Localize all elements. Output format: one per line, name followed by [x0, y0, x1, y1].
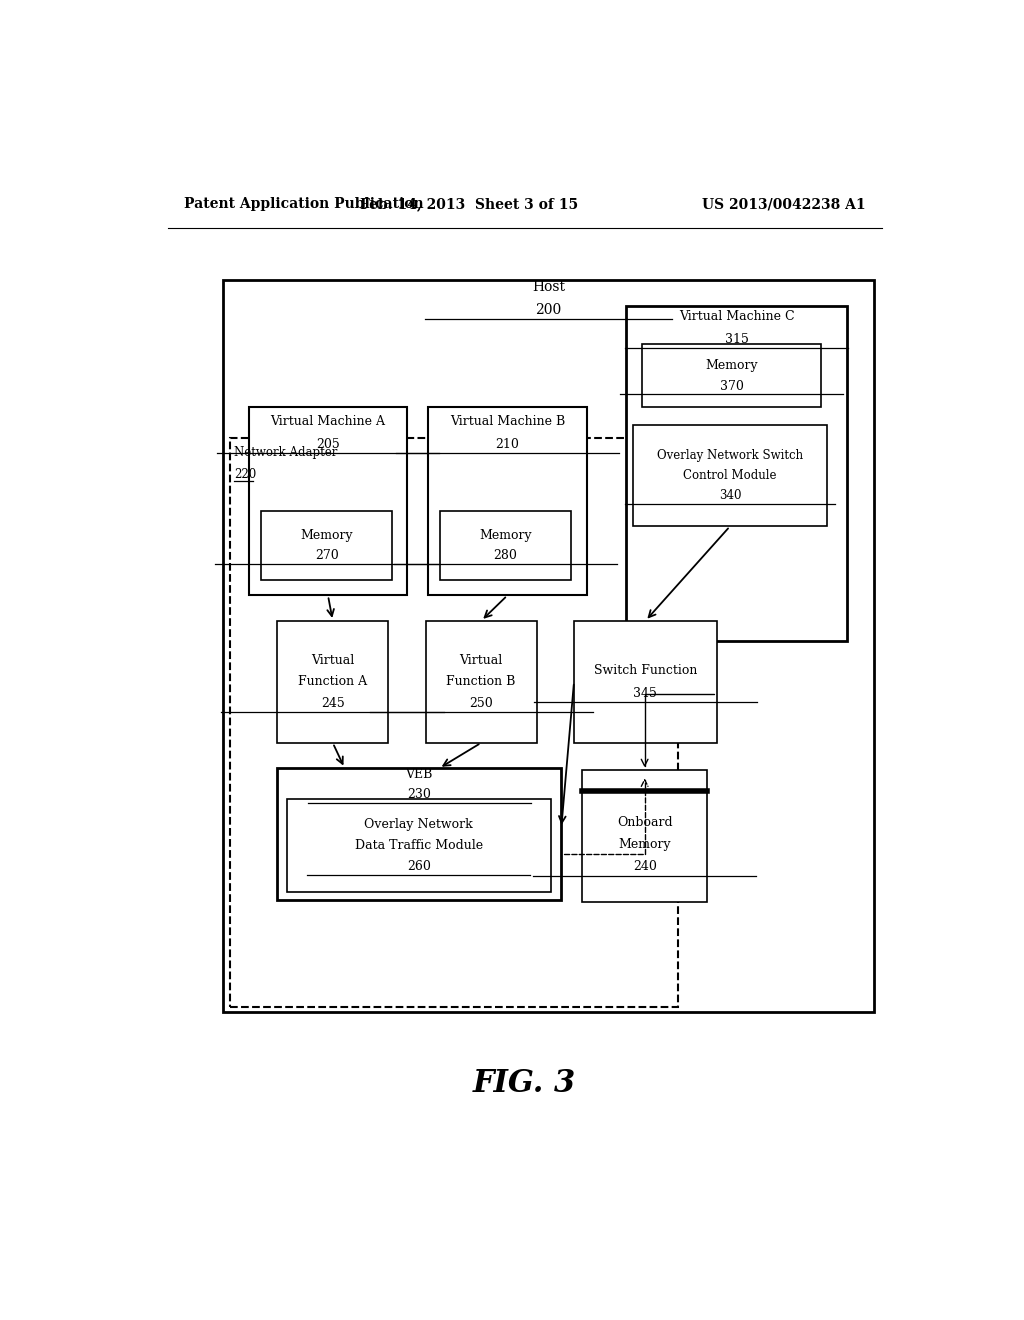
Text: Overlay Network: Overlay Network — [365, 817, 473, 830]
Text: 280: 280 — [494, 549, 517, 562]
FancyBboxPatch shape — [287, 799, 551, 892]
Text: Patent Application Publication: Patent Application Publication — [183, 197, 423, 211]
Text: FIG. 3: FIG. 3 — [473, 1068, 577, 1098]
FancyBboxPatch shape — [223, 280, 873, 1012]
Text: 220: 220 — [234, 469, 257, 482]
Text: 200: 200 — [536, 302, 562, 317]
FancyBboxPatch shape — [440, 511, 570, 581]
Text: Virtual: Virtual — [460, 653, 503, 667]
Text: 210: 210 — [496, 437, 519, 450]
Text: Network Adapter: Network Adapter — [234, 446, 338, 459]
FancyBboxPatch shape — [426, 620, 537, 743]
Text: 260: 260 — [407, 861, 431, 874]
FancyBboxPatch shape — [249, 408, 408, 595]
Text: Overlay Network Switch: Overlay Network Switch — [656, 449, 803, 462]
FancyBboxPatch shape — [278, 620, 388, 743]
FancyBboxPatch shape — [261, 511, 392, 581]
Text: Host: Host — [532, 280, 565, 294]
Text: Memory: Memory — [479, 529, 531, 543]
Text: 250: 250 — [469, 697, 493, 710]
Text: US 2013/0042238 A1: US 2013/0042238 A1 — [702, 197, 866, 211]
Text: 240: 240 — [633, 861, 656, 874]
Text: 340: 340 — [719, 490, 741, 503]
FancyBboxPatch shape — [229, 438, 678, 1007]
Text: 205: 205 — [316, 437, 340, 450]
Text: Virtual Machine C: Virtual Machine C — [679, 310, 795, 323]
Text: Control Module: Control Module — [683, 469, 776, 482]
Text: Switch Function: Switch Function — [594, 664, 697, 677]
Text: 270: 270 — [315, 549, 339, 562]
Text: 230: 230 — [408, 788, 431, 801]
Text: 370: 370 — [720, 380, 743, 392]
Text: Virtual: Virtual — [311, 653, 354, 667]
FancyBboxPatch shape — [278, 768, 561, 900]
Text: Virtual Machine B: Virtual Machine B — [450, 416, 565, 428]
Text: VEB: VEB — [406, 768, 433, 781]
FancyBboxPatch shape — [582, 771, 708, 903]
Text: Memory: Memory — [706, 359, 758, 372]
Text: 245: 245 — [321, 697, 345, 710]
FancyBboxPatch shape — [627, 306, 847, 642]
Text: 345: 345 — [634, 686, 657, 700]
FancyBboxPatch shape — [574, 620, 717, 743]
Text: Memory: Memory — [618, 838, 671, 851]
FancyBboxPatch shape — [633, 425, 827, 527]
Text: Data Traffic Module: Data Traffic Module — [354, 840, 483, 851]
Text: Function A: Function A — [298, 676, 368, 688]
Text: Function B: Function B — [446, 676, 516, 688]
FancyBboxPatch shape — [642, 345, 821, 408]
Text: Feb. 14, 2013  Sheet 3 of 15: Feb. 14, 2013 Sheet 3 of 15 — [360, 197, 579, 211]
Text: 315: 315 — [725, 333, 749, 346]
Text: Memory: Memory — [300, 529, 353, 543]
Text: Virtual Machine A: Virtual Machine A — [270, 416, 385, 428]
Text: Onboard: Onboard — [616, 816, 673, 829]
FancyBboxPatch shape — [428, 408, 587, 595]
